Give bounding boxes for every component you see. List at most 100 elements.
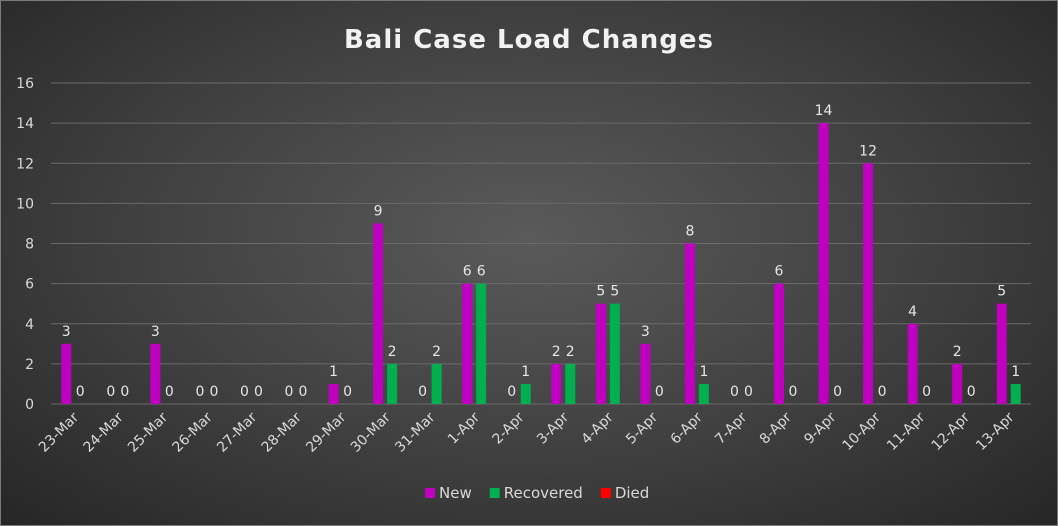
bar-new-10-apr [863,163,874,404]
data-label-new: 6 [463,264,472,280]
data-label-new: 8 [685,224,694,240]
x-tick-label: 13-Apr [973,409,1018,454]
bar-recovered-30-mar [387,363,398,404]
data-label-recovered: 0 [76,384,85,400]
data-label-new: 0 [106,384,115,400]
data-label-recovered: 2 [566,344,575,360]
y-tick-label: 4 [25,317,34,333]
legend-swatch [600,488,611,498]
y-tick-label: 10 [16,196,34,212]
gridlines [51,82,1031,405]
data-label-new: 3 [641,324,650,340]
chart-title: Bali Case Load Changes [344,25,714,55]
bar-new-11-apr [907,323,918,404]
y-axis-ticks: 0 2 4 6 8 10 12 14 16 [16,76,34,413]
x-axis-ticks: 23-Mar24-Mar25-Mar26-Mar27-Mar28-Mar29-M… [36,409,1018,455]
data-label-recovered: 2 [388,344,397,360]
bar-new-29-mar [328,383,339,404]
x-tick-label: 11-Apr [884,409,929,454]
bar-new-1-apr [462,283,473,404]
data-label-recovered: 0 [967,384,976,400]
data-label-recovered: 0 [833,384,842,400]
y-tick-label: 6 [25,277,34,293]
bar-new-6-apr [684,243,695,404]
data-label-recovered: 1 [1011,364,1020,380]
y-tick-label: 2 [25,357,34,373]
x-tick-label: 1-Apr [445,409,483,447]
legend-label: New [439,484,472,502]
legend-label: Recovered [504,484,583,502]
data-label-recovered: 0 [878,384,887,400]
bar-new-23-mar [61,343,72,404]
bar-new-5-apr [640,343,651,404]
data-label-new: 5 [596,284,605,300]
bar-new-8-apr [774,283,784,404]
bar-new-13-apr [996,303,1007,404]
data-label-new: 0 [240,384,249,400]
legend-swatch [425,488,435,498]
data-label-recovered: 2 [432,344,441,360]
data-label-new: 3 [151,324,160,340]
data-label-recovered: 0 [343,384,352,400]
legend: New Recovered Died [425,484,649,502]
bar-recovered-13-apr [1010,383,1021,404]
data-label-recovered: 0 [120,384,129,400]
data-label-new: 2 [552,344,561,360]
bar-recovered-2-apr [520,383,531,404]
y-tick-label: 0 [25,397,34,413]
bar-new-30-mar [373,223,384,404]
x-tick-label: 28-Mar [259,409,305,455]
data-label-new: 12 [859,143,877,159]
x-tick-label: 29-Mar [303,409,349,455]
data-label-new: 0 [507,384,516,400]
data-label-new: 0 [730,384,739,400]
data-label-recovered: 1 [521,364,530,380]
bar-recovered-6-apr [698,383,709,404]
legend-swatch [489,488,500,498]
data-label-recovered: 0 [655,384,664,400]
bar-new-12-apr [952,363,963,404]
y-tick-label: 12 [16,156,34,172]
x-tick-label: 6-Apr [668,409,706,447]
y-tick-label: 16 [16,76,34,92]
x-tick-label: 24-Mar [80,409,126,455]
bar-recovered-31-mar [431,363,442,404]
y-tick-label: 8 [25,237,34,253]
x-tick-label: 8-Apr [757,409,795,447]
x-tick-label: 10-Apr [840,409,885,454]
data-label-recovered: 0 [789,384,798,400]
bar-new-9-apr [818,123,829,404]
data-label-new: 0 [418,384,427,400]
data-label-recovered: 0 [254,384,263,400]
legend-item-new: New [425,484,472,502]
bar-new-3-apr [551,363,562,404]
x-tick-label: 23-Mar [36,409,82,455]
x-tick-label: 12-Apr [929,409,974,454]
data-label-new: 0 [285,384,294,400]
bar-recovered-1-apr [476,283,487,404]
x-tick-label: 5-Apr [623,409,661,447]
data-label-recovered: 0 [209,384,218,400]
bar-recovered-3-apr [565,363,576,404]
x-tick-label: 25-Mar [125,409,171,455]
bar-new-4-apr [595,303,606,404]
data-label-recovered: 0 [744,384,753,400]
x-tick-label: 31-Mar [392,409,438,455]
data-label-new: 1 [329,364,338,380]
data-label-new: 0 [195,384,204,400]
y-tick-label: 14 [16,116,34,132]
data-label-recovered: 0 [165,384,174,400]
legend-item-died: Died [600,484,649,502]
data-label-recovered: 6 [477,264,486,280]
data-label-recovered: 1 [699,364,708,380]
data-label-new: 4 [908,304,917,320]
x-tick-label: 26-Mar [170,409,216,455]
x-tick-label: 9-Apr [801,409,839,447]
data-label-new: 9 [374,203,383,219]
data-label-new: 3 [62,324,71,340]
data-label-recovered: 5 [610,284,619,300]
legend-label: Died [615,484,649,502]
x-tick-label: 7-Apr [712,409,750,447]
